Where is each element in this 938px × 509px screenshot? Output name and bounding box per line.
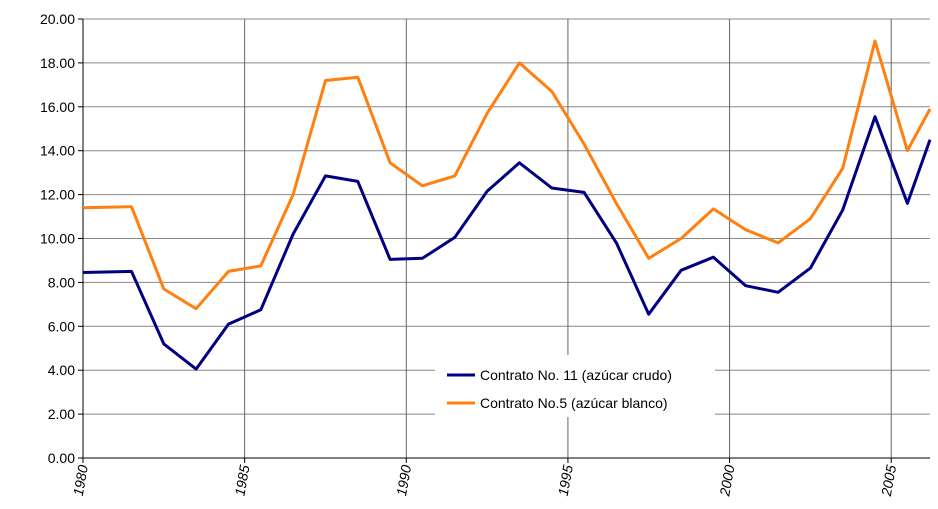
y-tick-label: 10.00 <box>40 231 75 247</box>
x-tick-label: 1985 <box>231 464 252 498</box>
y-tick-label: 2.00 <box>48 406 75 422</box>
y-tick-label: 16.00 <box>40 99 75 115</box>
y-tick-label: 20.00 <box>40 11 75 27</box>
x-tick-label: 2005 <box>878 464 899 499</box>
x-tick-label: 2000 <box>716 464 737 499</box>
legend-label: Contrato No. 11 (azúcar crudo) <box>480 367 672 383</box>
x-tick-label: 1995 <box>555 464 576 498</box>
y-tick-label: 4.00 <box>48 362 75 378</box>
line-series <box>82 39 932 311</box>
legend-box <box>435 355 715 417</box>
y-tick-label: 12.00 <box>40 187 75 203</box>
line-series <box>82 115 932 371</box>
y-tick-label: 0.00 <box>48 450 75 466</box>
x-tick-label: 1990 <box>393 464 414 498</box>
y-tick-label: 8.00 <box>48 274 75 290</box>
y-tick-label: 14.00 <box>40 143 75 159</box>
legend-label: Contrato No.5 (azúcar blanco) <box>480 395 668 411</box>
y-tick-label: 18.00 <box>40 55 75 71</box>
y-tick-label: 6.00 <box>48 318 75 334</box>
x-tick-label: 1980 <box>70 464 91 498</box>
